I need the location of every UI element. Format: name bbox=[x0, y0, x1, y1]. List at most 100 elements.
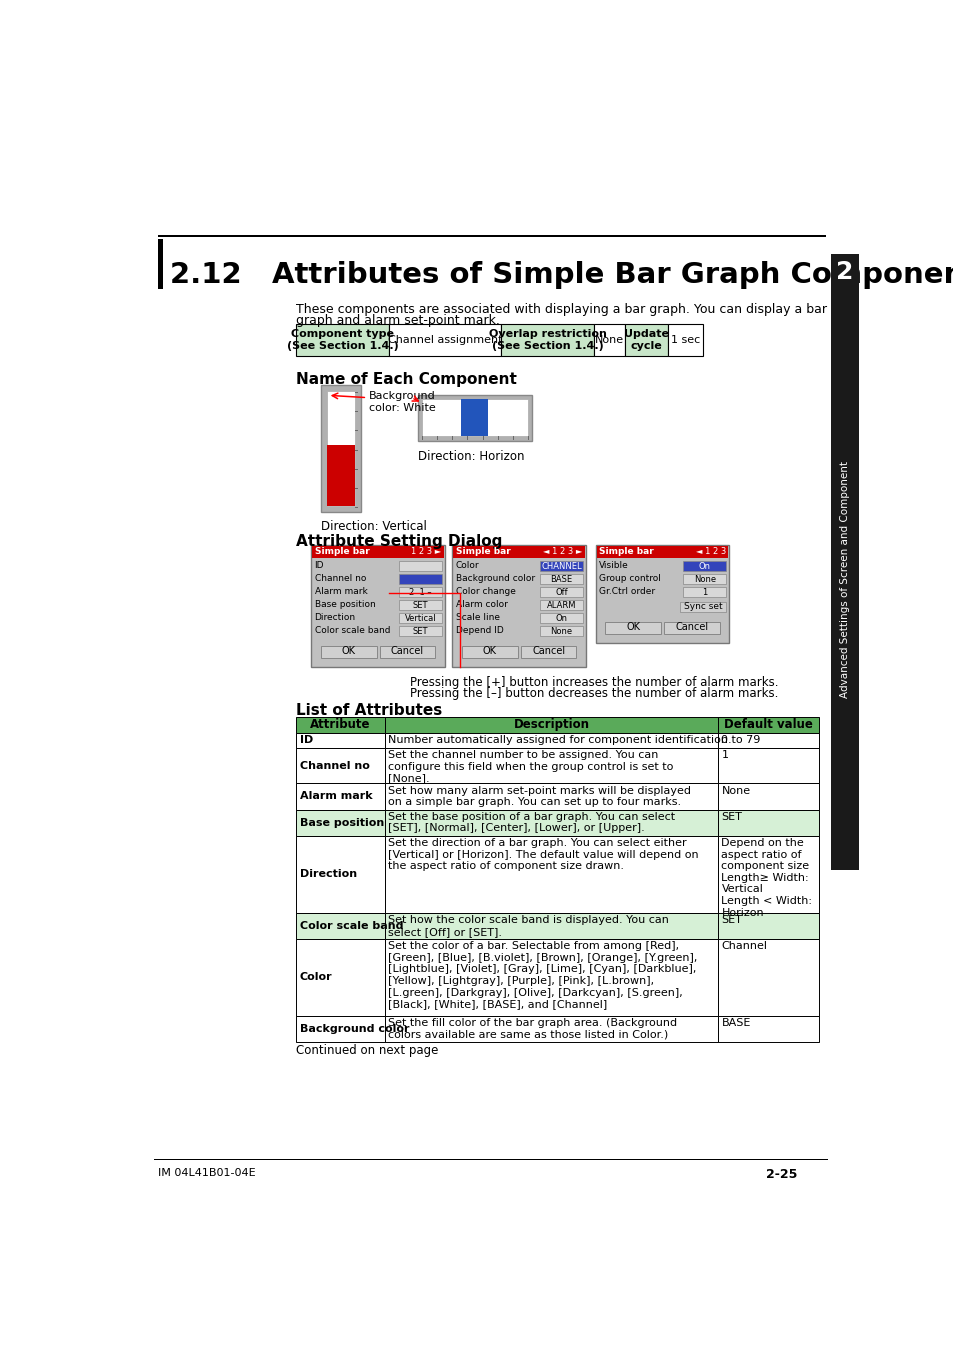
Bar bbox=[295, 1017, 385, 1042]
Bar bbox=[385, 717, 718, 733]
Bar bbox=[385, 748, 718, 783]
Bar bbox=[520, 645, 576, 657]
Bar bbox=[500, 324, 594, 356]
Text: Set the base position of a bar graph. You can select
[SET], [Normal], [Center], : Set the base position of a bar graph. Yo… bbox=[388, 811, 675, 833]
Text: OK: OK bbox=[625, 622, 639, 632]
Bar bbox=[422, 400, 527, 436]
Bar bbox=[594, 324, 624, 356]
Bar bbox=[718, 913, 819, 940]
Bar bbox=[295, 836, 385, 913]
Text: Base position: Base position bbox=[314, 601, 375, 609]
Text: On: On bbox=[555, 614, 567, 622]
Bar bbox=[389, 324, 500, 356]
Bar bbox=[663, 622, 720, 634]
Bar bbox=[295, 324, 389, 356]
Bar bbox=[385, 836, 718, 913]
Text: Alarm mark: Alarm mark bbox=[299, 791, 372, 802]
Text: ID: ID bbox=[299, 736, 313, 745]
Bar bbox=[312, 547, 443, 558]
Text: ALARM: ALARM bbox=[546, 601, 576, 610]
Bar bbox=[385, 1017, 718, 1042]
Text: Set how many alarm set-point marks will be displayed
on a simple bar graph. You : Set how many alarm set-point marks will … bbox=[388, 786, 691, 807]
Text: Update
cycle: Update cycle bbox=[623, 329, 668, 351]
Text: Color scale band: Color scale band bbox=[299, 921, 403, 931]
Bar bbox=[158, 235, 825, 238]
Text: None: None bbox=[720, 786, 750, 795]
Text: Alarm mark: Alarm mark bbox=[314, 587, 367, 597]
Text: Background color: Background color bbox=[456, 574, 535, 583]
Bar bbox=[718, 733, 819, 748]
Bar bbox=[718, 836, 819, 913]
Bar bbox=[398, 626, 441, 636]
Text: Background color: Background color bbox=[299, 1025, 409, 1034]
Text: OK: OK bbox=[341, 647, 355, 656]
Text: 2-25: 2-25 bbox=[765, 1168, 797, 1181]
Bar bbox=[460, 400, 488, 436]
Text: 2.12   Attributes of Simple Bar Graph Components: 2.12 Attributes of Simple Bar Graph Comp… bbox=[170, 261, 953, 289]
Text: Set the color of a bar. Selectable from among [Red],
[Green], [Blue], [B.violet]: Set the color of a bar. Selectable from … bbox=[388, 941, 697, 1010]
Text: SET: SET bbox=[412, 601, 428, 610]
Bar bbox=[679, 602, 725, 613]
Text: Color: Color bbox=[456, 560, 478, 570]
Text: Channel no: Channel no bbox=[299, 760, 370, 771]
Text: Pressing the [+] button increases the number of alarm marks.: Pressing the [+] button increases the nu… bbox=[410, 676, 778, 690]
Bar bbox=[295, 783, 385, 810]
Text: Simple bar: Simple bar bbox=[456, 547, 510, 556]
Text: Direction: Direction bbox=[314, 613, 355, 622]
Bar bbox=[539, 601, 582, 610]
Bar bbox=[311, 545, 444, 667]
Text: Gr.Ctrl order: Gr.Ctrl order bbox=[598, 587, 655, 597]
Bar bbox=[385, 810, 718, 836]
Text: 2  1 –: 2 1 – bbox=[409, 587, 431, 597]
Bar bbox=[667, 324, 702, 356]
Bar bbox=[718, 940, 819, 1017]
Text: These components are associated with displaying a bar graph. You can display a b: These components are associated with dis… bbox=[295, 302, 826, 316]
Bar bbox=[682, 587, 725, 597]
Text: Direction: Vertical: Direction: Vertical bbox=[320, 520, 426, 533]
Bar bbox=[295, 733, 385, 748]
Bar bbox=[539, 574, 582, 585]
Text: Advanced Settings of Screen and Component: Advanced Settings of Screen and Componen… bbox=[839, 462, 849, 698]
Bar bbox=[398, 601, 441, 610]
Bar bbox=[398, 560, 441, 571]
Bar bbox=[718, 717, 819, 733]
Text: Attribute Setting Dialog: Attribute Setting Dialog bbox=[295, 533, 502, 549]
Bar bbox=[327, 392, 355, 506]
Text: 1: 1 bbox=[701, 587, 706, 597]
Bar bbox=[718, 1017, 819, 1042]
Bar bbox=[682, 560, 725, 571]
Text: Attribute: Attribute bbox=[310, 718, 371, 730]
Bar bbox=[398, 587, 441, 597]
Bar bbox=[539, 587, 582, 597]
Bar bbox=[320, 385, 360, 513]
Text: Color: Color bbox=[299, 972, 332, 983]
Text: Name of Each Component: Name of Each Component bbox=[295, 373, 517, 387]
Text: Description: Description bbox=[513, 718, 589, 730]
Bar bbox=[718, 783, 819, 810]
Text: List of Attributes: List of Attributes bbox=[295, 703, 442, 718]
Text: Channel: Channel bbox=[720, 941, 766, 952]
Text: BASE: BASE bbox=[720, 1018, 750, 1029]
Bar bbox=[295, 810, 385, 836]
Bar bbox=[830, 254, 858, 289]
Text: ◄ 1 2 3 ►: ◄ 1 2 3 ► bbox=[543, 547, 582, 556]
Text: 0 to 79: 0 to 79 bbox=[720, 734, 760, 745]
Text: Visible: Visible bbox=[598, 560, 628, 570]
Text: CHANNEL: CHANNEL bbox=[540, 562, 581, 571]
Text: SET: SET bbox=[720, 915, 741, 925]
Bar bbox=[295, 748, 385, 783]
Bar bbox=[718, 748, 819, 783]
Text: Set the direction of a bar graph. You can select either
[Vertical] or [Horizon].: Set the direction of a bar graph. You ca… bbox=[388, 838, 698, 871]
Text: Sync set: Sync set bbox=[682, 602, 721, 612]
Text: Overlap restriction
(See Section 1.4.): Overlap restriction (See Section 1.4.) bbox=[488, 329, 606, 351]
Bar bbox=[461, 645, 517, 657]
Text: Channel no: Channel no bbox=[314, 574, 366, 583]
Text: Background
color: White: Background color: White bbox=[369, 392, 436, 413]
Bar bbox=[320, 645, 376, 657]
Bar bbox=[385, 913, 718, 940]
Text: Scale line: Scale line bbox=[456, 613, 499, 622]
Text: Vertical: Vertical bbox=[404, 614, 436, 622]
Text: Depend ID: Depend ID bbox=[456, 626, 503, 636]
Bar bbox=[539, 626, 582, 636]
Bar bbox=[158, 239, 163, 289]
